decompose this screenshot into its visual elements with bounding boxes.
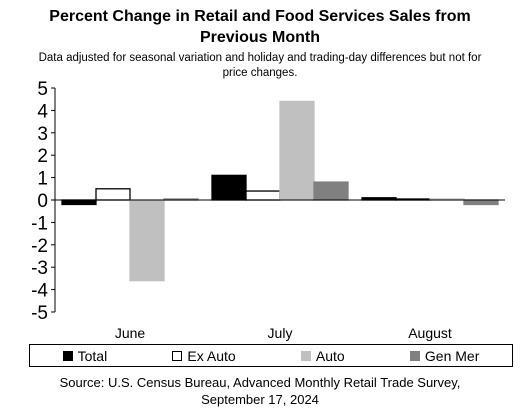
source-note-line-2: September 17, 2024	[201, 392, 319, 407]
legend-swatch	[62, 350, 73, 361]
x-category-label: June	[115, 325, 146, 341]
x-axis-labels: June July August	[115, 325, 452, 341]
chart-title: Percent Change in Retail and Food Servic…	[0, 6, 520, 48]
bar-auto-july	[279, 100, 315, 201]
bar-total-july	[211, 174, 247, 201]
chart-legend: Total Ex Auto Auto Gen Mer	[29, 344, 513, 367]
legend-label: Gen Mer	[424, 347, 480, 364]
y-tick-label: -2	[31, 236, 48, 257]
legend-item-total: Total	[62, 347, 108, 364]
bar-gen-mer-july	[313, 181, 349, 201]
y-tick-label: -1	[31, 213, 48, 234]
y-tick-label: 2	[37, 146, 48, 167]
y-tick-label: 0	[37, 191, 48, 212]
source-note-line-1: Source: U.S. Census Bureau, Advanced Mon…	[59, 375, 461, 390]
legend-label: Total	[77, 347, 108, 364]
legend-item-gen-mer: Gen Mer	[409, 347, 480, 364]
y-tick-label: -4	[31, 281, 48, 302]
bar-ex-auto-june	[95, 188, 131, 201]
bar-auto-june	[129, 199, 165, 282]
bars-group	[55, 100, 505, 282]
legend-item-auto: Auto	[300, 347, 345, 364]
legend-swatch	[409, 350, 420, 361]
y-tick-label: -5	[31, 303, 48, 324]
legend-item-ex-auto: Ex Auto	[172, 347, 236, 364]
x-category-label: August	[408, 325, 452, 341]
y-tick-label: -3	[31, 258, 48, 279]
y-tick-label: 1	[37, 169, 48, 190]
bar-gen-mer-august	[463, 199, 499, 206]
legend-label: Ex Auto	[187, 347, 236, 364]
chart-subtitle: Data adjusted for seasonal variation and…	[0, 51, 520, 81]
chart-subtitle-line-1: Data adjusted for seasonal variation and…	[38, 52, 482, 64]
chart-title-line-1: Percent Change in Retail and Food Servic…	[49, 8, 471, 25]
y-tick-label: 3	[37, 124, 48, 145]
source-note: Source: U.S. Census Bureau, Advanced Mon…	[0, 374, 520, 408]
legend-swatch	[300, 350, 311, 361]
bar-total-june	[61, 199, 97, 206]
y-tick-label: 5	[37, 79, 48, 100]
legend-label: Auto	[315, 347, 345, 364]
chart-title-line-2: Previous Month	[199, 29, 320, 46]
x-category-label: July	[268, 325, 293, 341]
legend-swatch	[172, 350, 183, 361]
y-tick-label: 4	[37, 101, 48, 122]
bar-ex-auto-july	[245, 190, 281, 201]
chart-subtitle-line-2: price changes.	[222, 67, 298, 79]
